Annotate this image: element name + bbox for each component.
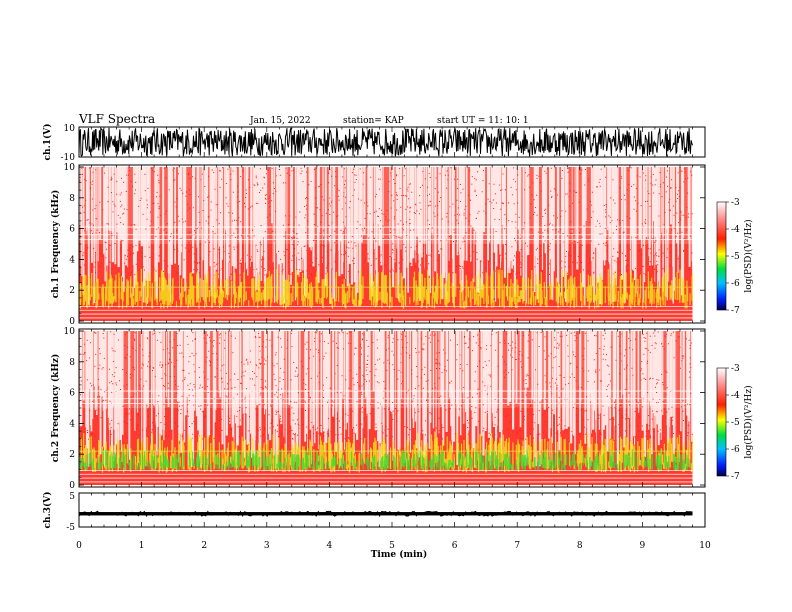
time-tick-label: 4 bbox=[327, 541, 333, 551]
time-tick-label: 1 bbox=[139, 541, 145, 551]
colorbar-tick-label: -7 bbox=[731, 306, 740, 316]
ch1-ytick-bottom: -10 bbox=[61, 153, 76, 163]
ch1-colorbar-label: log(PSD)(V²/Hz) bbox=[743, 219, 754, 292]
ch3-waveform-panel: 5 -5 ch.3(V) 0 1 2 3 4 5 6 7 8 9 10 Time (min) bbox=[42, 492, 711, 560]
figure-title: VLF Spectra bbox=[78, 112, 155, 126]
ch1-spectrogram-ylabel: ch.1 Frequency (kHz) bbox=[50, 190, 61, 299]
ch2-spectrogram-ylabel: ch.2 Frequency (kHz) bbox=[50, 354, 61, 463]
colorbar-tick-label: -5 bbox=[731, 418, 740, 428]
ch3-waveform-line bbox=[78, 510, 693, 518]
ch1-spectrogram-image bbox=[79, 167, 693, 321]
colorbar-tick-label: -6 bbox=[731, 445, 740, 455]
time-tick-label: 6 bbox=[452, 541, 458, 551]
ch1-colorbar-scale bbox=[716, 201, 727, 311]
ch1-waveform-line bbox=[79, 127, 693, 157]
colorbar-tick-label: -4 bbox=[731, 391, 740, 401]
station-label: station= KAP bbox=[343, 116, 404, 126]
ch2-spectrogram-image bbox=[79, 331, 693, 485]
colorbar-tick-label: -3 bbox=[731, 364, 740, 374]
spectrogram-green-band bbox=[79, 448, 691, 472]
ch2-colorbar-ticks: -3 -4 -5 -6 -7 bbox=[726, 364, 740, 482]
time-tick-label: 2 bbox=[201, 541, 207, 551]
spectrogram-ytick-label: 6 bbox=[69, 389, 75, 399]
ch3-waveform-band bbox=[79, 512, 693, 516]
ch1-waveform-panel: 10 -10 ch.1(V) bbox=[42, 124, 706, 163]
spectrogram-ytick-label: 4 bbox=[69, 419, 75, 429]
spectrogram-ytick-label: 8 bbox=[69, 194, 75, 204]
ch3-waveform-frame bbox=[78, 492, 706, 528]
ch1-waveform-trace bbox=[79, 127, 693, 157]
ch1-spectrogram-yticks: 10 8 6 4 2 0 bbox=[64, 163, 705, 327]
ch1-spectrogram-panel: 10 8 6 4 2 0 ch.1 Frequency (kHz) bbox=[50, 163, 706, 327]
spectrogram-ytick-label: 2 bbox=[69, 286, 75, 296]
ch3-ylabel: ch.3(V) bbox=[42, 492, 53, 529]
ch2-colorbar-label: log(PSD)(V²/Hz) bbox=[743, 385, 754, 458]
ch2-spectrogram-yticks: 10 8 6 4 2 0 bbox=[64, 327, 705, 491]
ch1-colorbar: -3 -4 -5 -6 -7 log(PSD)(V²/Hz) bbox=[716, 198, 754, 316]
ch1-ylabel: ch.1(V) bbox=[42, 124, 53, 161]
spectrogram-ytick-label: 10 bbox=[64, 163, 76, 173]
time-tick-label: 0 bbox=[76, 541, 82, 551]
spectrogram-ytick-label: 10 bbox=[64, 327, 76, 337]
colorbar-tick-label: -7 bbox=[731, 472, 740, 482]
time-tick-label: 3 bbox=[264, 541, 270, 551]
start-time-label: start UT = 11: 10: 1 bbox=[437, 116, 529, 126]
spectrogram-ytick-label: 8 bbox=[69, 358, 75, 368]
ch1-spectrogram-xticks bbox=[78, 165, 706, 323]
ch1-ytick-top: 10 bbox=[64, 124, 76, 134]
spectrogram-ytick-label: 0 bbox=[69, 317, 75, 327]
spectrogram-white-streaks bbox=[79, 167, 693, 306]
spectrogram-yellow-band bbox=[79, 268, 693, 309]
ch3-ytick-bottom: -5 bbox=[66, 523, 75, 533]
ch3-xticks bbox=[78, 493, 706, 527]
time-axis-title: Time (min) bbox=[371, 549, 428, 560]
ch3-ytick-top: 5 bbox=[69, 492, 75, 502]
time-tick-label: 9 bbox=[640, 541, 646, 551]
ch1-xticks bbox=[78, 127, 706, 157]
time-axis-labels: 0 1 2 3 4 5 6 7 8 9 10 bbox=[76, 541, 711, 551]
spectrogram-ytick-label: 0 bbox=[69, 481, 75, 491]
ch2-spectrogram-xticks bbox=[78, 329, 706, 487]
ch3-waveform-trace bbox=[78, 510, 693, 518]
ch2-spectrogram-panel: 10 8 6 4 2 0 ch.2 Frequency (kHz) bbox=[50, 327, 706, 491]
ch2-colorbar-scale bbox=[716, 367, 727, 477]
colorbar-tick-label: -3 bbox=[731, 198, 740, 208]
date-label: Jan. 15, 2022 bbox=[249, 116, 311, 126]
colorbar-tick-label: -5 bbox=[731, 252, 740, 262]
ch2-colorbar: -3 -4 -5 -6 -7 log(PSD)(V²/Hz) bbox=[716, 364, 754, 482]
colorbar-tick-label: -4 bbox=[731, 225, 740, 235]
spectrogram-ytick-label: 6 bbox=[69, 225, 75, 235]
time-tick-label: 8 bbox=[577, 541, 583, 551]
spectrogram-white-streaks bbox=[79, 331, 693, 470]
ch1-colorbar-ticks: -3 -4 -5 -6 -7 bbox=[726, 198, 740, 316]
colorbar-tick-label: -6 bbox=[731, 279, 740, 289]
spectrogram-ytick-label: 4 bbox=[69, 255, 75, 265]
spectrogram-ytick-label: 2 bbox=[69, 450, 75, 460]
time-tick-label: 10 bbox=[699, 541, 711, 551]
time-tick-label: 7 bbox=[514, 541, 520, 551]
time-tick-label: 5 bbox=[389, 541, 395, 551]
